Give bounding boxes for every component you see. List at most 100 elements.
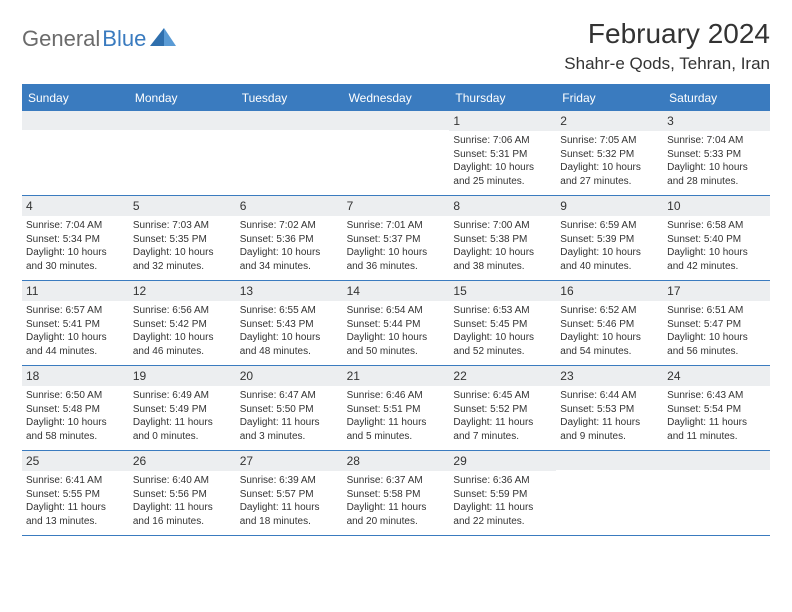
sunset-text: Sunset: 5:53 PM — [560, 403, 659, 417]
dow-header-cell: Thursday — [449, 86, 556, 111]
day-cell: 25 Sunrise: 6:41 AMSunset: 5:55 PMDayligh… — [22, 451, 129, 535]
day-cell: 1Sunrise: 7:06 AMSunset: 5:31 PMDaylight… — [449, 111, 556, 195]
sunrise-text: Sunrise: 6:58 AM — [667, 219, 766, 233]
sunset-text: Sunset: 5:43 PM — [240, 318, 339, 332]
sunset-text: Sunset: 5:31 PM — [453, 148, 552, 162]
daylight-text: Daylight: 10 hours and 52 minutes. — [453, 331, 552, 358]
day-cell: 16Sunrise: 6:52 AMSunset: 5:46 PMDayligh… — [556, 281, 663, 365]
sunset-text: Sunset: 5:52 PM — [453, 403, 552, 417]
day-number: 10 — [663, 196, 770, 216]
day-cell: 11Sunrise: 6:57 AMSunset: 5:41 PMDayligh… — [22, 281, 129, 365]
week-row: 25 Sunrise: 6:41 AMSunset: 5:55 PMDayligh… — [22, 451, 770, 536]
page-header: GeneralBlue February 2024 Shahr-e Qods, … — [22, 18, 770, 74]
day-details: Sunrise: 7:00 AMSunset: 5:38 PMDaylight:… — [453, 219, 552, 273]
day-number: 27 — [236, 451, 343, 471]
day-cell: 24Sunrise: 6:43 AMSunset: 5:54 PMDayligh… — [663, 366, 770, 450]
day-number: 25 — [22, 451, 129, 471]
daylight-text: Daylight: 10 hours and 58 minutes. — [26, 416, 125, 443]
day-number: 3 — [663, 111, 770, 131]
day-details: Sunrise: 6:41 AMSunset: 5:55 PMDaylight:… — [26, 474, 125, 528]
day-number: 16 — [556, 281, 663, 301]
daylight-text: Daylight: 10 hours and 40 minutes. — [560, 246, 659, 273]
day-number-empty — [556, 451, 663, 470]
day-details: Sunrise: 6:37 AMSunset: 5:58 PMDaylight:… — [347, 474, 446, 528]
day-number-empty — [129, 111, 236, 130]
day-cell: 18Sunrise: 6:50 AMSunset: 5:48 PMDayligh… — [22, 366, 129, 450]
dow-header-cell: Wednesday — [343, 86, 450, 111]
day-number: 11 — [22, 281, 129, 301]
day-cell: 27 Sunrise: 6:39 AMSunset: 5:57 PMDayligh… — [236, 451, 343, 535]
sunrise-text: Sunrise: 7:01 AM — [347, 219, 446, 233]
day-details: Sunrise: 6:39 AMSunset: 5:57 PMDaylight:… — [240, 474, 339, 528]
sunset-text: Sunset: 5:51 PM — [347, 403, 446, 417]
daylight-text: Daylight: 11 hours and 3 minutes. — [240, 416, 339, 443]
sunrise-text: Sunrise: 7:03 AM — [133, 219, 232, 233]
day-number: 18 — [22, 366, 129, 386]
day-cell: 19Sunrise: 6:49 AMSunset: 5:49 PMDayligh… — [129, 366, 236, 450]
day-cell: 21Sunrise: 6:46 AMSunset: 5:51 PMDayligh… — [343, 366, 450, 450]
sunset-text: Sunset: 5:32 PM — [560, 148, 659, 162]
day-cell — [343, 111, 450, 195]
day-cell: 29 Sunrise: 6:36 AMSunset: 5:59 PMDayligh… — [449, 451, 556, 535]
sunset-text: Sunset: 5:45 PM — [453, 318, 552, 332]
sunrise-text: Sunrise: 6:51 AM — [667, 304, 766, 318]
sunset-text: Sunset: 5:54 PM — [667, 403, 766, 417]
day-details: Sunrise: 7:02 AMSunset: 5:36 PMDaylight:… — [240, 219, 339, 273]
day-number: 1 — [449, 111, 556, 131]
day-details: Sunrise: 6:45 AMSunset: 5:52 PMDaylight:… — [453, 389, 552, 443]
daylight-text: Daylight: 11 hours and 20 minutes. — [347, 501, 446, 528]
daylight-text: Daylight: 10 hours and 54 minutes. — [560, 331, 659, 358]
day-number: 22 — [449, 366, 556, 386]
daylight-text: Daylight: 10 hours and 38 minutes. — [453, 246, 552, 273]
daylight-text: Daylight: 11 hours and 7 minutes. — [453, 416, 552, 443]
daylight-text: Daylight: 11 hours and 13 minutes. — [26, 501, 125, 528]
day-number: 29 — [449, 451, 556, 471]
sunrise-text: Sunrise: 6:47 AM — [240, 389, 339, 403]
day-cell: 8Sunrise: 7:00 AMSunset: 5:38 PMDaylight… — [449, 196, 556, 280]
daylight-text: Daylight: 11 hours and 5 minutes. — [347, 416, 446, 443]
day-cell — [236, 111, 343, 195]
sunset-text: Sunset: 5:37 PM — [347, 233, 446, 247]
day-number-empty — [343, 111, 450, 130]
sunrise-text: Sunrise: 7:04 AM — [26, 219, 125, 233]
day-cell: 17Sunrise: 6:51 AMSunset: 5:47 PMDayligh… — [663, 281, 770, 365]
sunset-text: Sunset: 5:36 PM — [240, 233, 339, 247]
daylight-text: Daylight: 11 hours and 22 minutes. — [453, 501, 552, 528]
dow-header-cell: Tuesday — [236, 86, 343, 111]
day-details: Sunrise: 7:04 AMSunset: 5:34 PMDaylight:… — [26, 219, 125, 273]
day-details: Sunrise: 6:46 AMSunset: 5:51 PMDaylight:… — [347, 389, 446, 443]
sunset-text: Sunset: 5:59 PM — [453, 488, 552, 502]
daylight-text: Daylight: 10 hours and 50 minutes. — [347, 331, 446, 358]
sunrise-text: Sunrise: 6:55 AM — [240, 304, 339, 318]
sunset-text: Sunset: 5:42 PM — [133, 318, 232, 332]
day-number: 13 — [236, 281, 343, 301]
day-details: Sunrise: 6:59 AMSunset: 5:39 PMDaylight:… — [560, 219, 659, 273]
day-number: 26 — [129, 451, 236, 471]
day-details: Sunrise: 6:53 AMSunset: 5:45 PMDaylight:… — [453, 304, 552, 358]
daylight-text: Daylight: 10 hours and 56 minutes. — [667, 331, 766, 358]
day-cell: 7Sunrise: 7:01 AMSunset: 5:37 PMDaylight… — [343, 196, 450, 280]
day-of-week-header-row: SundayMondayTuesdayWednesdayThursdayFrid… — [22, 86, 770, 111]
sunrise-text: Sunrise: 7:02 AM — [240, 219, 339, 233]
sunrise-text: Sunrise: 6:36 AM — [453, 474, 552, 488]
day-details: Sunrise: 6:51 AMSunset: 5:47 PMDaylight:… — [667, 304, 766, 358]
day-number: 19 — [129, 366, 236, 386]
day-cell — [663, 451, 770, 535]
sunset-text: Sunset: 5:58 PM — [347, 488, 446, 502]
daylight-text: Daylight: 10 hours and 27 minutes. — [560, 161, 659, 188]
weeks-container: 1 Sunrise: 7:06 AMSunset: 5:31 PM Daylight… — [22, 111, 770, 536]
sunset-text: Sunset: 5:39 PM — [560, 233, 659, 247]
sunset-text: Sunset: 5:47 PM — [667, 318, 766, 332]
sunset-text: Sunset: 5:50 PM — [240, 403, 339, 417]
sunrise-text: Sunrise: 6:43 AM — [667, 389, 766, 403]
day-cell: 28Sunrise: 6:37 AMSunset: 5:58 PMDayligh… — [343, 451, 450, 535]
day-cell: 26Sunrise: 6:40 AMSunset: 5:56 PMDayligh… — [129, 451, 236, 535]
day-cell — [129, 111, 236, 195]
day-number: 6 — [236, 196, 343, 216]
sunrise-text: Sunrise: 6:37 AM — [347, 474, 446, 488]
day-cell: 14Sunrise: 6:54 AMSunset: 5:44 PMDayligh… — [343, 281, 450, 365]
sunrise-text: Sunrise: 7:06 AM — [453, 134, 552, 148]
week-row: 18Sunrise: 6:50 AMSunset: 5:48 PMDayligh… — [22, 366, 770, 451]
day-details: Sunrise: 7:04 AMSunset: 5:33 PMDaylight:… — [667, 134, 766, 188]
brand-word-2: Blue — [102, 26, 146, 52]
